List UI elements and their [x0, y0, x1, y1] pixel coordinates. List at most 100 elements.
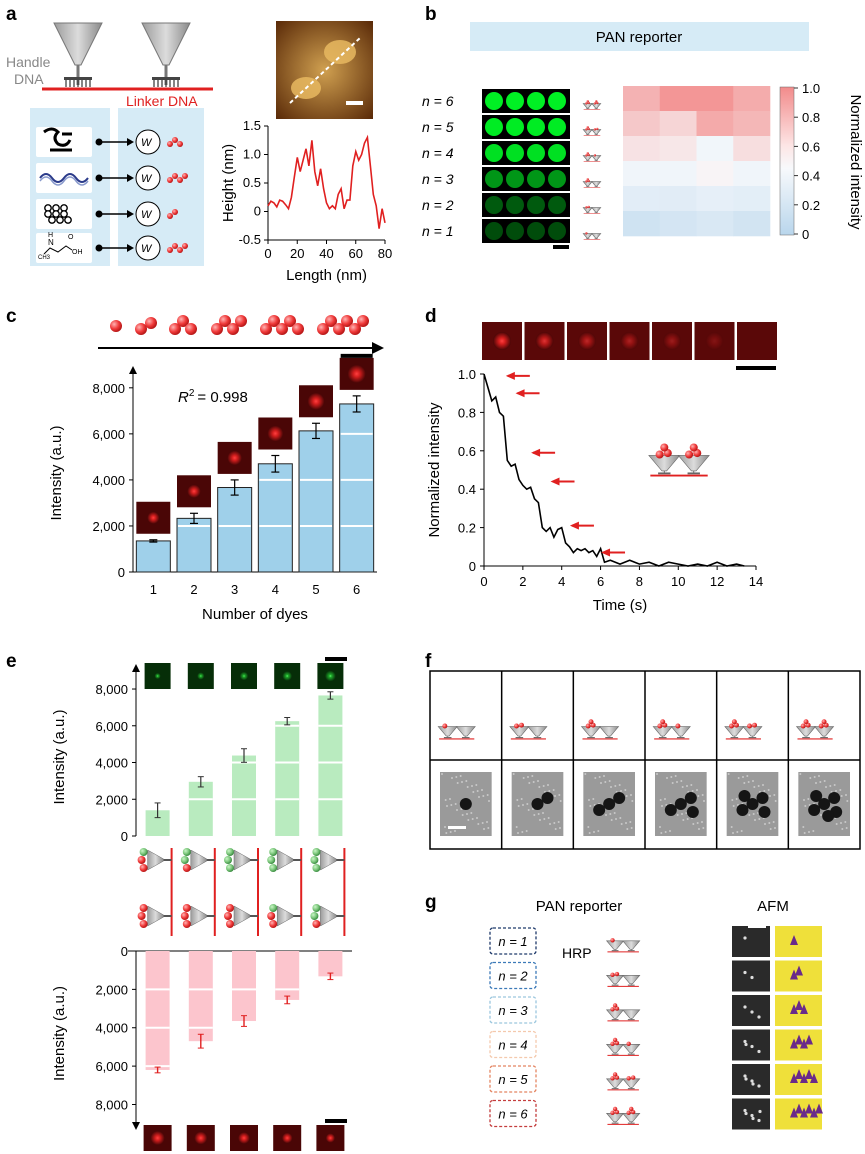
- frame-spot: [493, 332, 511, 350]
- target-rows: WmWmiWpNHOOHCH3Ws: [36, 127, 188, 263]
- heatmap-cell: [733, 161, 771, 187]
- height-profile-series: [267, 134, 386, 229]
- red-spot: [267, 425, 284, 442]
- green-droplet: [506, 144, 524, 162]
- funnel-body: [437, 726, 458, 737]
- afm-3d-peak: [790, 935, 798, 945]
- tem-noise: [676, 781, 678, 783]
- funnel-base: [687, 472, 700, 475]
- heatmap-cell: [696, 86, 734, 112]
- heatmap-cell: [696, 161, 734, 187]
- side-dye-ball: [137, 912, 146, 920]
- x-axis-label: Number of dyes: [202, 606, 308, 623]
- panel-label-e: e: [6, 651, 17, 672]
- protein-bead: [60, 210, 68, 218]
- x-tick-label: 4: [272, 582, 279, 597]
- x-tick-label: 3: [231, 582, 238, 597]
- funnel-body: [742, 726, 763, 737]
- row-reporter-icon: [582, 232, 602, 240]
- dye-ball: [268, 315, 280, 327]
- green-droplet: [485, 144, 503, 162]
- tem-noise: [614, 785, 617, 787]
- protein-bead: [56, 216, 64, 224]
- dye-ball: [585, 102, 588, 105]
- frame-spot: [535, 332, 554, 350]
- side-dye-ball: [226, 920, 234, 928]
- bleaching-frames: [482, 322, 777, 360]
- tem-noise: [517, 832, 519, 834]
- side-dye-ball: [182, 864, 191, 872]
- side-funnel: [190, 849, 208, 871]
- tem-noise: [659, 826, 661, 828]
- n-label: n = 2: [498, 969, 528, 984]
- r-squared-annotation: R2 = 0.998: [178, 388, 248, 406]
- g-row-1: n = 1: [489, 926, 822, 957]
- dye-ball: [442, 723, 448, 729]
- y-axis-arrow: [129, 366, 137, 374]
- side-dye-ball: [139, 848, 148, 856]
- green-droplet: [485, 118, 503, 136]
- tem-noise: [593, 804, 596, 806]
- tem-noise: [478, 796, 480, 798]
- tem-noise: [532, 781, 535, 783]
- protein-bead: [52, 210, 60, 218]
- tem-noise: [670, 776, 673, 778]
- tem-noise: [476, 817, 478, 819]
- tem-noise: [698, 828, 700, 830]
- dye-ball: [657, 723, 663, 729]
- side-dye-ball: [269, 848, 278, 856]
- tem-noise: [465, 780, 468, 782]
- gold-particle: [664, 804, 677, 816]
- dye-ball: [235, 315, 247, 327]
- y-tick-label: 4,000: [95, 756, 128, 771]
- tem-noise: [740, 830, 743, 832]
- right-reporter: [622, 1041, 641, 1055]
- tem-noise: [454, 803, 457, 805]
- dye-ball: [800, 723, 806, 729]
- dye-ball: [219, 315, 231, 327]
- afm-3d-peak: [810, 1073, 818, 1083]
- f-scale-bar: [448, 826, 466, 829]
- tem-noise: [659, 799, 662, 801]
- fret-construct-5: [310, 848, 346, 936]
- afm-gray-spot: [757, 1049, 761, 1054]
- tem-noise: [597, 830, 600, 832]
- protein-bead: [64, 216, 72, 224]
- g-rows: n = 1 n = 2 n = 3 n = 4 n = 5 n = 6: [489, 926, 823, 1130]
- n-dashed-box: [489, 1065, 537, 1093]
- side-dye-ball: [224, 912, 232, 920]
- dye-ball: [585, 180, 588, 183]
- side-dye-ball: [180, 856, 189, 864]
- fret-construct-3: [224, 848, 259, 936]
- n-label: n = 5: [498, 1072, 528, 1087]
- gold-particle: [822, 810, 835, 822]
- right-reporter: [670, 723, 691, 739]
- red-spot: [227, 450, 242, 466]
- g-row-3: n = 3: [489, 995, 822, 1026]
- afm-gray-spot: [757, 1118, 761, 1123]
- funnel-body: [622, 1009, 641, 1019]
- y-axis-label: Intensity (a.u.): [51, 709, 68, 804]
- tem-noise: [701, 794, 704, 796]
- side-dye-ball: [226, 864, 234, 872]
- afm-3d-peak: [790, 1038, 798, 1049]
- funnel-body: [622, 940, 641, 950]
- right-reporter: [591, 207, 602, 214]
- funnel-base: [611, 1122, 619, 1124]
- x-tick-label: 0: [264, 246, 271, 261]
- row-label: n = 2: [422, 197, 454, 213]
- panel-f: [429, 670, 861, 850]
- left-reporter: [582, 126, 593, 136]
- tem-noise: [613, 812, 616, 814]
- right-reporter: [591, 100, 602, 110]
- gold-particle: [541, 792, 554, 804]
- tem-noise: [808, 804, 811, 806]
- afm-gray-spot: [743, 1074, 747, 1078]
- tem-noise: [542, 785, 545, 787]
- funnel-body: [582, 129, 593, 135]
- right-reporter: [677, 443, 710, 475]
- y-axis-label: Intensity (a.u.): [51, 986, 68, 1081]
- side-dye-ball: [269, 904, 278, 912]
- tem-noise: [758, 818, 761, 820]
